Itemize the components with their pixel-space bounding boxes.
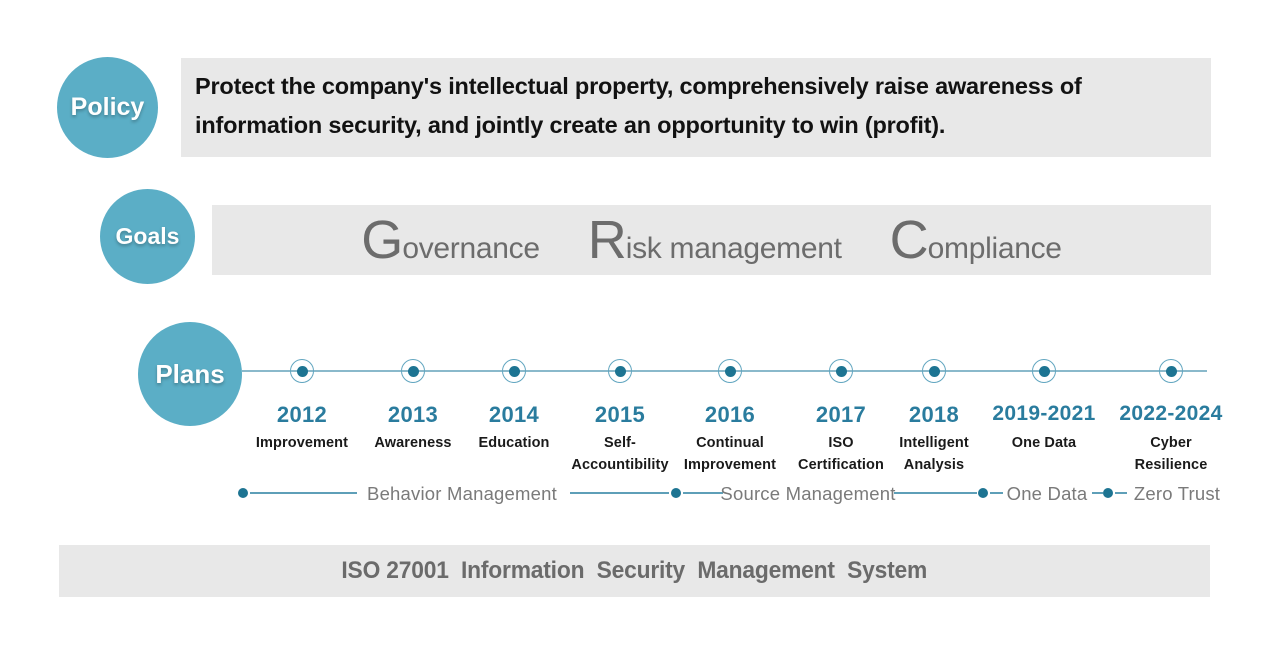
milestone-label: Improvement	[255, 435, 349, 451]
policy-statement: Protect the company's intellectual prope…	[195, 73, 1082, 138]
timeline-node-2018	[922, 359, 946, 383]
milestone-label: ISO Certification	[798, 435, 884, 473]
milestone-label: Awareness	[374, 435, 452, 451]
phase-line	[570, 492, 669, 494]
timeline-node-2013	[401, 359, 425, 383]
phase-dot-icon	[238, 488, 248, 498]
phase-line	[1115, 492, 1127, 494]
milestone-year: 2016	[704, 402, 756, 427]
timeline-node-2014	[502, 359, 526, 383]
timeline-dot-icon	[614, 365, 626, 377]
goal-governance: Governance	[361, 209, 540, 271]
milestone-year: 2019-2021	[992, 402, 1096, 425]
timeline-dot-icon	[724, 365, 736, 377]
timeline-dot-icon	[508, 365, 520, 377]
phase-label: Source Management	[720, 483, 896, 504]
goals-box: Governance Risk management Compliance	[212, 205, 1211, 275]
phase-label: Zero Trust	[1133, 483, 1221, 504]
phase-line	[894, 492, 977, 494]
timeline-node-2022-2024	[1159, 359, 1183, 383]
phase-line	[1092, 492, 1103, 494]
phase-dot-icon	[1103, 488, 1113, 498]
timeline-node-2017	[829, 359, 853, 383]
policy-bubble: Policy	[57, 57, 158, 158]
timeline-ring-icon	[401, 359, 425, 383]
goal-risk-initial: R	[587, 210, 627, 270]
milestone-year: 2017	[815, 402, 867, 427]
timeline-ring-icon	[608, 359, 632, 383]
phase-line	[683, 492, 723, 494]
timeline-dot-icon	[1165, 365, 1177, 377]
timeline-ring-icon	[718, 359, 742, 383]
phase-label: One Data	[1006, 483, 1088, 504]
milestone-year: 2022-2024	[1119, 402, 1223, 425]
plans-bubble: Plans	[138, 322, 242, 426]
milestone-label: Education	[478, 435, 550, 451]
goals-bubble: Goals	[100, 189, 195, 284]
policy-bubble-label: Policy	[70, 93, 145, 121]
timeline-ring-icon	[1159, 359, 1183, 383]
phase-line	[990, 492, 1003, 494]
timeline-ring-icon	[1032, 359, 1056, 383]
footer-bar: ISO 27001 Information Security Managemen…	[59, 545, 1210, 597]
footer-title: ISO 27001 Information Security Managemen…	[341, 557, 928, 584]
phase-line	[250, 492, 357, 494]
phase-dot-icon	[978, 488, 988, 498]
timeline-ring-icon	[922, 359, 946, 383]
milestone-year: 2013	[387, 402, 439, 427]
timeline-node-2016	[718, 359, 742, 383]
timeline-node-2019-2021	[1032, 359, 1056, 383]
timeline-ring-icon	[502, 359, 526, 383]
plans-bubble-label: Plans	[155, 358, 225, 389]
timeline-dot-icon	[928, 365, 940, 377]
timeline-node-2012	[290, 359, 314, 383]
policy-box: Protect the company's intellectual prope…	[181, 58, 1211, 157]
goal-governance-initial: G	[361, 210, 403, 270]
timeline-dot-icon	[1038, 365, 1050, 377]
phase-label: Behavior Management	[367, 483, 557, 504]
timeline-dot-icon	[835, 365, 847, 377]
goal-risk-management: Risk management	[588, 209, 842, 271]
milestone-label: Cyber Resilience	[1134, 435, 1208, 473]
milestone-label: Continual Improvement	[683, 435, 777, 473]
goal-compliance-initial: C	[889, 210, 929, 270]
timeline-dot-icon	[296, 365, 308, 377]
timeline-ring-icon	[829, 359, 853, 383]
milestone-year: 2014	[488, 402, 540, 427]
milestone-year: 2012	[276, 402, 328, 427]
goal-risk-rest: isk management	[625, 232, 842, 265]
timeline-node-2015	[608, 359, 632, 383]
milestone-year: 2018	[908, 402, 960, 427]
goal-governance-rest: overnance	[402, 232, 540, 265]
timeline-ring-icon	[290, 359, 314, 383]
milestone-label: Intelligent Analysis	[899, 435, 969, 473]
goals-bubble-label: Goals	[115, 223, 180, 249]
timeline-dot-icon	[407, 365, 419, 377]
phase-dot-icon	[671, 488, 681, 498]
milestone-year: 2015	[594, 402, 646, 427]
goal-compliance: Compliance	[890, 209, 1062, 271]
milestone-label: Self- Accountibility	[571, 435, 669, 473]
milestone-label: One Data	[1011, 435, 1077, 451]
goal-compliance-rest: ompliance	[927, 232, 1062, 265]
